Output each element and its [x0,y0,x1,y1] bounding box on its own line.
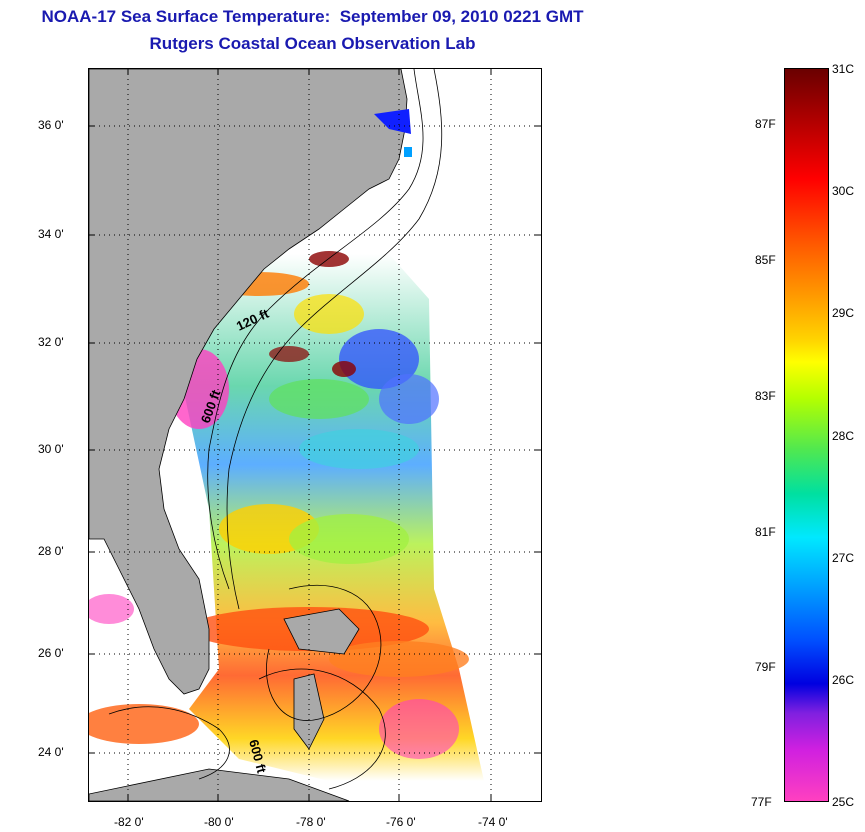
colorbar-label-83f: 83F [755,389,776,403]
graticule [89,69,541,801]
colorbar-label-81f: 81F [755,525,776,539]
bathymetry-contours [108,69,443,790]
sst-map-canvas: 120 ft 600 ft 600 ft [89,69,541,801]
colorbar-label-77f: 77F [751,795,772,809]
colorbar-label-87f: 87F [755,117,776,131]
lat-label-24: 24 0' [38,745,64,759]
lon-label-78: -78 0' [296,815,326,829]
land-mass [89,69,408,695]
colorbar-label-26c: 26C [832,673,855,687]
lon-label-80: -80 0' [204,815,234,829]
tick-marks [89,69,541,801]
lat-label-28: 28 0' [38,544,64,558]
temperature-colorbar [784,68,829,802]
lat-label-32: 32 0' [38,335,64,349]
colorbar-label-79f: 79F [755,660,776,674]
inland-water [374,109,411,134]
lat-label-36: 36 0' [38,118,64,132]
colorbar-label-25c: 25C [832,795,855,809]
sst-map: 120 ft 600 ft 600 ft [88,68,542,802]
colorbar-label-31c: 31C [832,62,855,76]
bahamas-island [283,608,360,655]
lon-label-82: -82 0' [114,815,144,829]
lon-label-76: -76 0' [386,815,416,829]
map-subtitle: Rutgers Coastal Ocean Observation Lab [149,34,476,53]
colorbar-label-28c: 28C [832,429,855,443]
lon-label-74: -74 0' [478,815,508,829]
map-title: NOAA-17 Sea Surface Temperature: Septemb… [41,7,584,26]
colorbar-label-85f: 85F [755,253,776,267]
colorbar-label-27c: 27C [832,551,855,565]
colorbar-label-30c: 30C [832,184,855,198]
colorbar-label-29c: 29C [832,306,855,320]
andros-island [293,673,325,750]
sst-patches [89,251,469,759]
lat-label-30: 30 0' [38,442,64,456]
cuba-coast [89,768,350,801]
lat-label-34: 34 0' [38,227,64,241]
lat-label-26: 26 0' [38,646,64,660]
inland-water-2 [404,147,412,157]
